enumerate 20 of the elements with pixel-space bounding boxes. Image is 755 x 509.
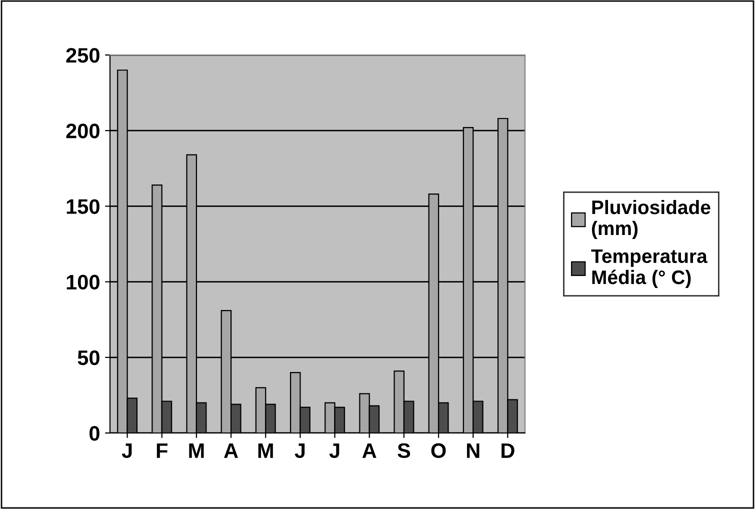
y-tick-label: 250 bbox=[66, 48, 100, 63]
x-tick-label: M bbox=[258, 443, 273, 458]
y-tick-label: 50 bbox=[78, 350, 100, 366]
y-tick-label: 150 bbox=[66, 199, 100, 214]
x-tick-label: D bbox=[502, 443, 514, 458]
x-tick-label: M bbox=[189, 443, 204, 458]
x-tick-label: S bbox=[398, 443, 410, 458]
y-tick-label: 0 bbox=[90, 426, 100, 441]
y-tick-label: 100 bbox=[66, 274, 100, 290]
x-tick-label: F bbox=[156, 443, 168, 458]
x-tick-label: O bbox=[431, 443, 446, 458]
y-tick-label: 200 bbox=[66, 124, 100, 138]
legend-label: Pluviosidade (mm) bbox=[592, 200, 710, 240]
legend-label: Temperatura Média (° C) bbox=[591, 249, 708, 288]
x-tick-label: J bbox=[294, 443, 305, 458]
x-tick-label: A bbox=[224, 443, 238, 458]
x-tick-label: J bbox=[329, 443, 340, 458]
x-tick-label: J bbox=[122, 443, 132, 458]
x-tick-label: N bbox=[466, 443, 480, 458]
x-tick-label: A bbox=[362, 443, 376, 458]
